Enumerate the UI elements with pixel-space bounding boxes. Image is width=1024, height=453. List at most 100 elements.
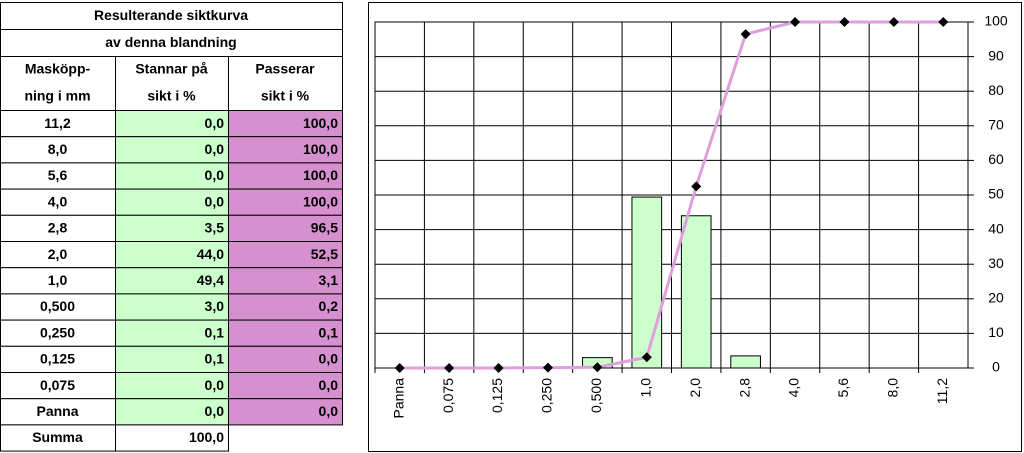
y-tick-label: 50 xyxy=(988,186,1004,202)
table-cell: 100,0 xyxy=(303,167,338,183)
x-tick-label: 11,2 xyxy=(934,378,950,404)
table-cell: 2,8 xyxy=(48,220,68,236)
table-cell: 8,0 xyxy=(48,141,68,157)
x-tick-label: 5,6 xyxy=(835,378,851,398)
x-tick-label: 2,8 xyxy=(736,378,752,398)
column-header: sikt i % xyxy=(147,88,196,104)
marker xyxy=(839,17,850,27)
table-cell: 0,1 xyxy=(205,324,225,340)
table-cell: 49,4 xyxy=(197,272,224,288)
table-cell: 0,250 xyxy=(40,324,75,340)
cell xyxy=(115,188,229,216)
column-header: Stannar på xyxy=(135,61,208,77)
table: Resulterande siktkurva av denna blandning… xyxy=(0,2,343,452)
marker xyxy=(592,362,603,373)
marker xyxy=(394,363,405,373)
y-tick-label: 60 xyxy=(988,151,1004,167)
table-cell: 0,1 xyxy=(319,324,339,340)
table-cell: 0,500 xyxy=(40,298,75,314)
table-cell: 3,5 xyxy=(205,220,225,236)
cell xyxy=(228,267,343,295)
table-title: Resulterande siktkurva xyxy=(94,7,248,23)
x-tick-label: 2,0 xyxy=(687,378,703,398)
table-cell: 44,0 xyxy=(197,246,224,262)
cell xyxy=(228,136,343,164)
cell xyxy=(0,56,116,111)
cell xyxy=(0,214,116,243)
cell xyxy=(115,398,229,426)
table-cell: 0,1 xyxy=(205,351,225,367)
cell xyxy=(115,214,229,243)
marker xyxy=(444,363,455,373)
table-cell: 0,0 xyxy=(205,193,225,209)
y-tick-label: 20 xyxy=(988,290,1004,306)
line xyxy=(399,20,944,370)
column-header: ning i mm xyxy=(24,88,90,104)
marker xyxy=(691,181,702,192)
table-cell: 0,125 xyxy=(40,351,75,367)
table-cell: 11,2 xyxy=(44,115,71,131)
table-cell: 3,1 xyxy=(319,272,339,288)
marker xyxy=(542,362,553,373)
marker xyxy=(493,363,504,373)
table-cell: 0,0 xyxy=(205,141,225,157)
cell xyxy=(228,293,343,321)
cell xyxy=(0,29,343,57)
cell xyxy=(228,398,343,426)
marker xyxy=(938,17,949,27)
cell xyxy=(0,372,116,400)
x-tick-label: 0,250 xyxy=(539,378,555,413)
cell xyxy=(0,293,116,321)
table-cell: 0,0 xyxy=(205,115,225,131)
cell xyxy=(115,372,229,400)
marker xyxy=(740,29,751,40)
y-tick-label: 40 xyxy=(988,220,1004,236)
column-header: Passerar xyxy=(255,61,315,77)
table-cell: 0,2 xyxy=(319,298,339,314)
table-cell: 5,6 xyxy=(48,167,68,183)
table-cell: 100,0 xyxy=(303,193,338,209)
x-tick-label: 0,075 xyxy=(440,378,456,413)
x-tick-label: 8,0 xyxy=(885,378,901,398)
cell xyxy=(228,188,343,216)
table-cell: Panna xyxy=(36,403,78,419)
cell xyxy=(115,424,229,452)
cell xyxy=(0,241,116,269)
table-cell: 1,0 xyxy=(48,272,68,288)
y-tick-label: 100 xyxy=(984,13,1008,29)
y-tick-label: 30 xyxy=(988,255,1004,271)
total-label: Summa xyxy=(32,429,83,445)
cell xyxy=(0,424,116,452)
table-cell: 0,0 xyxy=(205,403,225,419)
total-value: 100,0 xyxy=(189,429,224,445)
cell xyxy=(115,136,229,164)
table-title: av denna blandning xyxy=(105,34,236,50)
table-cell: 100,0 xyxy=(303,141,338,157)
x-tick-label: 4,0 xyxy=(786,378,802,398)
bar xyxy=(631,196,663,369)
marker xyxy=(888,17,899,27)
bar xyxy=(730,355,761,369)
x-tick-label: 1,0 xyxy=(637,378,653,398)
table-cell: 52,5 xyxy=(311,246,338,262)
chart: 0 10 20 30 40 50 60 70 80 90 100 Panna 0,075 0,125 0,2… xyxy=(368,2,1022,452)
x-tick-label: 0,500 xyxy=(588,378,604,413)
table-cell: 4,0 xyxy=(48,193,68,209)
table-cell: 0,0 xyxy=(205,377,225,393)
table-cell: 0,0 xyxy=(319,351,339,367)
marker xyxy=(790,17,801,27)
table-cell: 96,5 xyxy=(311,220,338,236)
column-header: sikt i % xyxy=(261,88,310,104)
table-cell: 100,0 xyxy=(303,115,338,131)
table-cell: 2,0 xyxy=(48,246,68,262)
table-cell: 0,0 xyxy=(205,167,225,183)
y-tick-label: 80 xyxy=(988,82,1004,98)
x-tick-label: Panna xyxy=(390,378,406,419)
table-cell: 0,075 xyxy=(40,377,75,393)
y-tick-label: 70 xyxy=(988,117,1004,133)
cell xyxy=(115,56,229,111)
cell xyxy=(115,241,229,269)
cell xyxy=(0,110,116,138)
